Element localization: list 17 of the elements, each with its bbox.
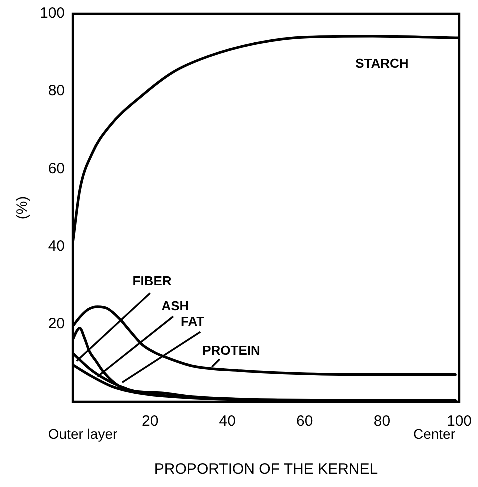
x-tick-label: 60 [296,413,314,430]
text: Outer layer [48,426,118,442]
y-tick-label: 80 [48,82,66,100]
y-tick-label: 60 [48,160,66,178]
series-label: PROTEIN [202,343,260,358]
x-axis-title: PROPORTION OF THE KERNEL [154,461,378,478]
y-tick-label: 40 [48,238,66,255]
text: ASH [162,298,190,314]
text: FIBER [132,273,172,288]
series-label: STARCH [356,56,409,72]
x-tick-label: 20 [142,413,159,430]
y-tick-label: 20 [48,316,66,333]
x-tick-label: 80 [374,413,391,430]
x-tick-label: 40 [219,413,236,430]
y-tick-label: 100 [40,5,66,22]
y-axis-title: (%) [14,196,32,220]
text: FAT [181,314,205,330]
